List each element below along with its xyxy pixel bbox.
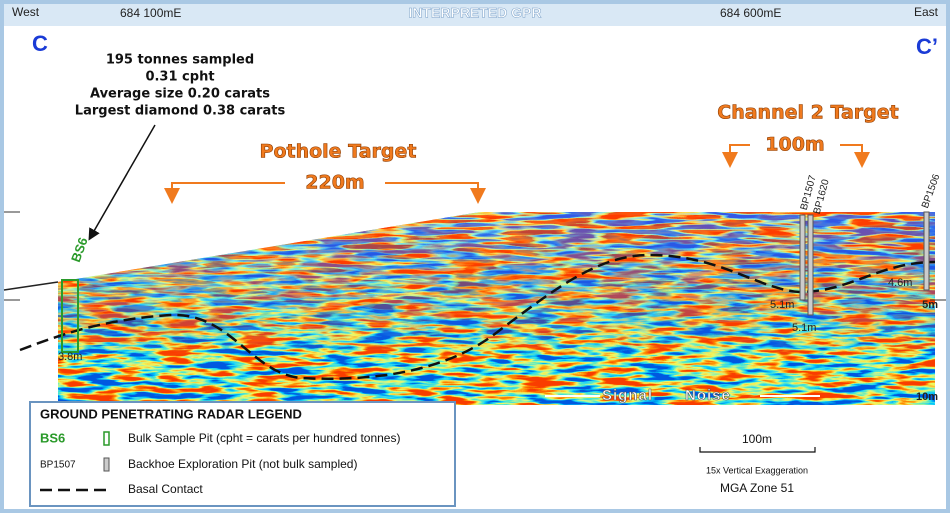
legend-symbol: BS6 bbox=[40, 430, 65, 445]
legend-icon bbox=[103, 431, 110, 446]
target-width: 220m bbox=[305, 172, 364, 194]
annotation-line: Largest diamond 0.38 carats bbox=[75, 104, 286, 119]
depth-label: 5m bbox=[922, 299, 938, 311]
target-name: Channel 2 Target bbox=[717, 102, 898, 124]
backhoe-pit bbox=[807, 214, 814, 316]
easting-label: 684 600mE bbox=[720, 6, 781, 20]
backhoe-pit bbox=[799, 214, 806, 301]
legend-title: GROUND PENETRATING RADAR LEGEND bbox=[40, 406, 302, 421]
west-label: West bbox=[12, 5, 40, 19]
target-width: 100m bbox=[765, 134, 824, 156]
depth-label: 10m bbox=[916, 391, 938, 403]
bulk-pit bbox=[61, 279, 79, 353]
legend-text: Bulk Sample Pit (cpht = carats per hundr… bbox=[128, 431, 400, 445]
header-band bbox=[4, 4, 946, 26]
annotation-line: 0.31 cpht bbox=[145, 70, 214, 85]
east-label: East bbox=[914, 5, 939, 19]
target-name: Pothole Target bbox=[260, 141, 417, 163]
target-arrow bbox=[840, 144, 870, 168]
title: INTERPRETED GPR bbox=[408, 5, 541, 21]
annotation-line: Average size 0.20 carats bbox=[90, 87, 270, 102]
depth-label: 5.1m bbox=[792, 322, 816, 334]
section-end: C’ bbox=[916, 34, 938, 59]
target-arrow bbox=[722, 144, 750, 168]
exaggeration: 15x Vertical Exaggeration bbox=[706, 465, 808, 475]
depth-label: 4.6m bbox=[888, 277, 912, 289]
signal-label: Signal bbox=[602, 387, 653, 404]
legend-symbol: BP1507 bbox=[40, 460, 76, 471]
section-start: C bbox=[32, 31, 48, 56]
datum: MGA Zone 51 bbox=[720, 481, 794, 495]
target-arrow bbox=[164, 182, 285, 204]
depth-label: 5.1m bbox=[770, 299, 794, 311]
surface bbox=[3, 281, 59, 291]
legend-icon bbox=[103, 457, 110, 472]
legend-text: Backhoe Exploration Pit (not bulk sample… bbox=[128, 457, 357, 471]
scale-label: 100m bbox=[742, 432, 772, 446]
easting-label: 684 100mE bbox=[120, 6, 181, 20]
legend-text: Basal Contact bbox=[128, 482, 203, 496]
legend bbox=[29, 401, 456, 507]
annotation-line: 195 tonnes sampled bbox=[106, 53, 254, 68]
noise-label: Noise bbox=[685, 387, 731, 404]
depth-label: 3.8m bbox=[58, 351, 82, 363]
backhoe-pit bbox=[923, 211, 930, 291]
arrow bbox=[88, 124, 156, 241]
scale-bar bbox=[699, 447, 816, 453]
target-arrow bbox=[385, 182, 486, 204]
